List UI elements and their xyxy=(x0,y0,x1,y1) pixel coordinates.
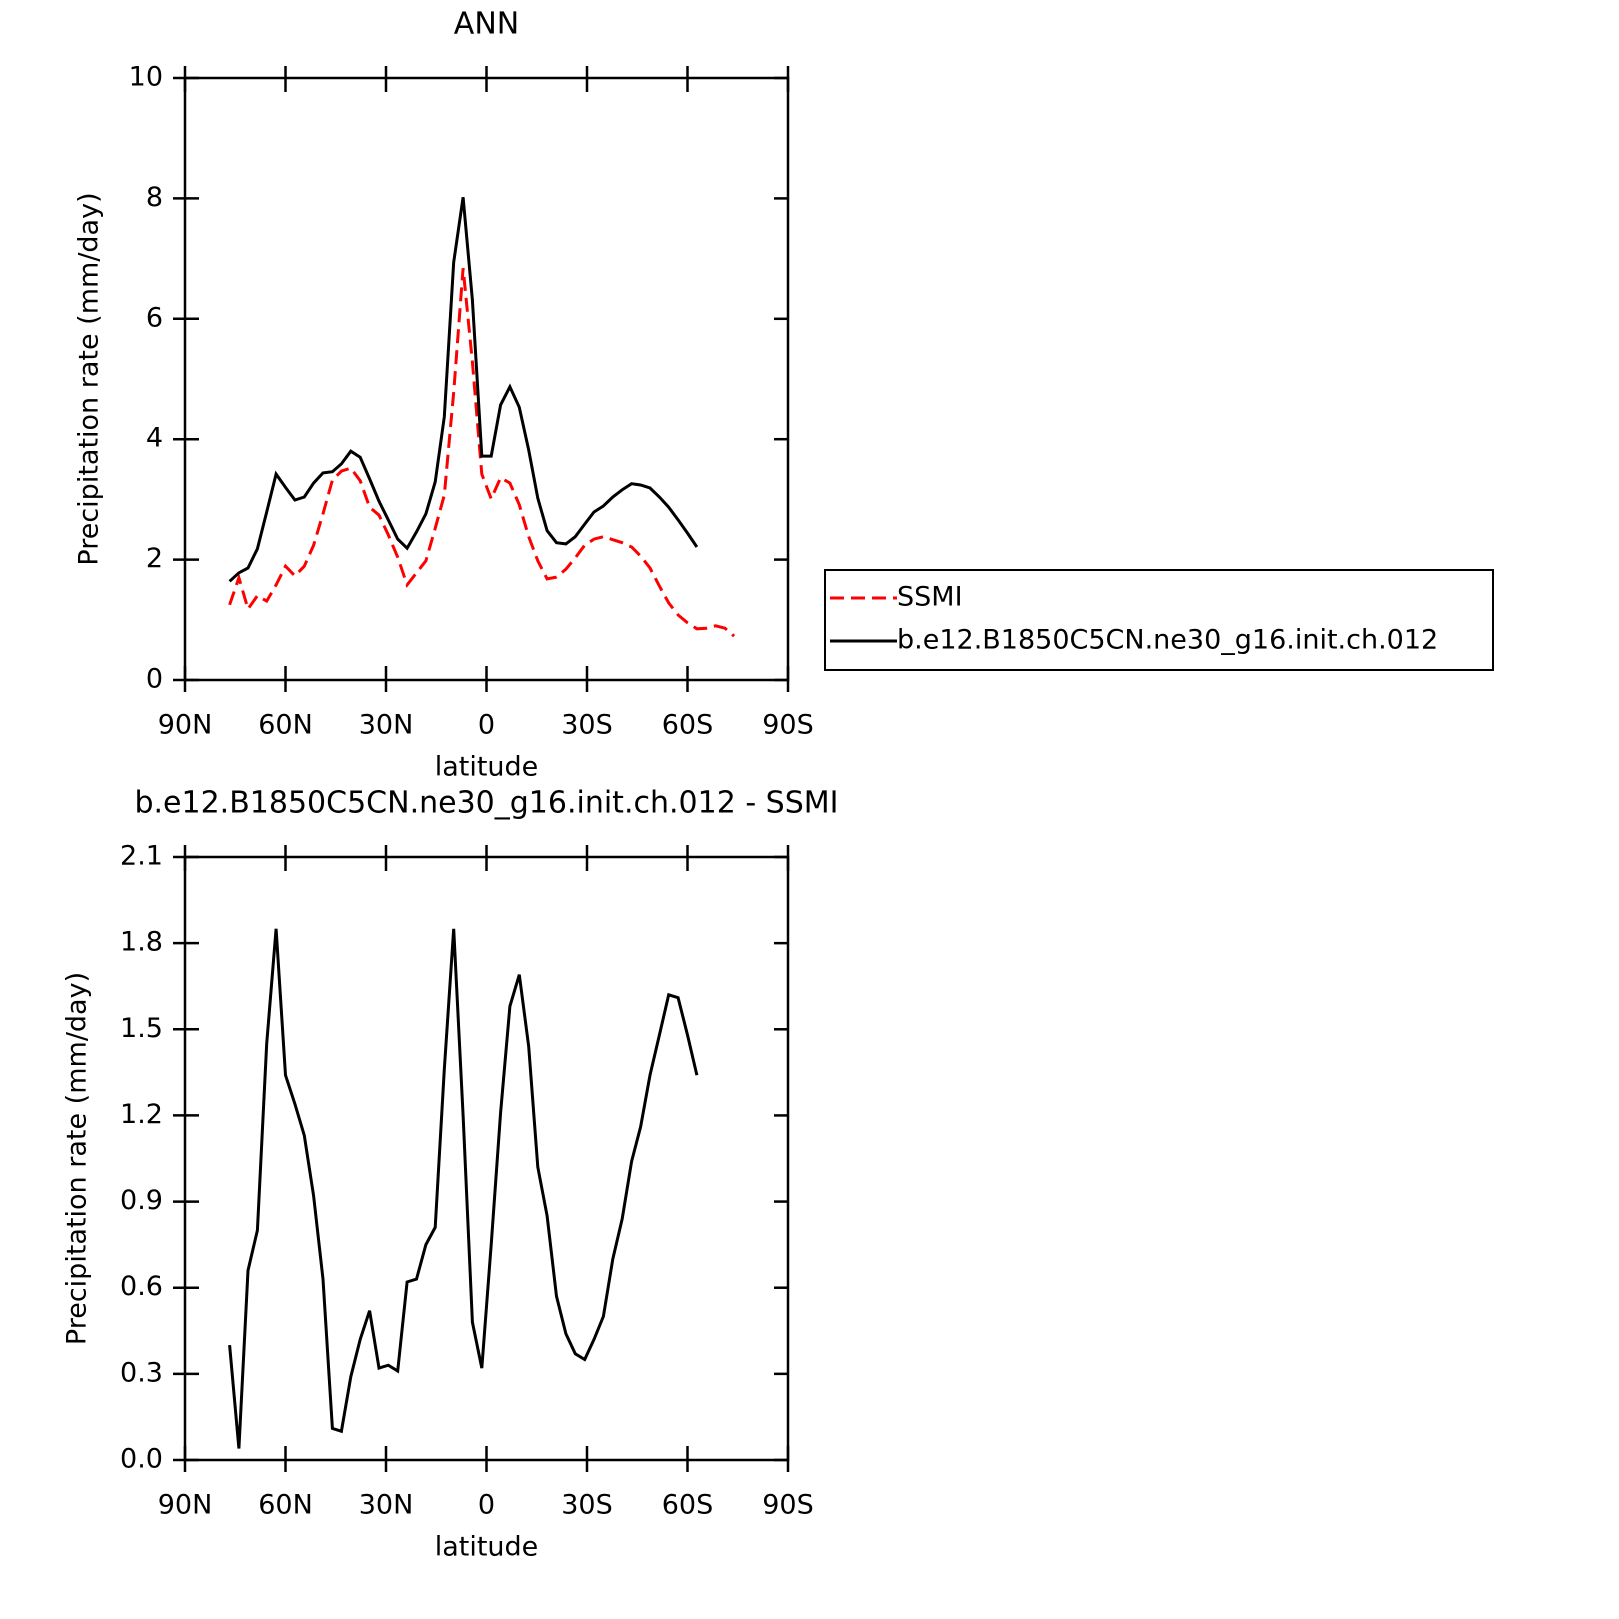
x-tick-label: 0 xyxy=(478,710,495,741)
y-tick-label: 0.3 xyxy=(120,1357,163,1388)
x-tick-label: 90N xyxy=(158,1490,213,1521)
y-tick-label: 0.6 xyxy=(120,1271,163,1302)
data-line xyxy=(228,268,736,638)
x-axis-label: latitude xyxy=(435,752,539,783)
y-tick-label: 2.1 xyxy=(120,841,163,872)
plot-frame xyxy=(183,76,790,682)
y-axis-label: Precipitation rate (mm/day) xyxy=(62,972,93,1345)
x-tick-label: 0 xyxy=(478,1490,495,1521)
legend-label: SSMI xyxy=(897,582,963,613)
chart-title: ANN xyxy=(454,7,519,42)
y-tick-label: 6 xyxy=(146,302,163,333)
y-tick-label: 8 xyxy=(146,182,163,213)
legend-label: b.e12.B1850C5CN.ne30_g16.init.ch.012 xyxy=(897,625,1438,656)
x-tick-label: 60S xyxy=(662,710,714,741)
y-tick-label: 1.8 xyxy=(120,927,163,958)
y-axis-label: Precipitation rate (mm/day) xyxy=(74,192,105,565)
x-tick-label: 60N xyxy=(258,1490,313,1521)
x-tick-label: 60S xyxy=(662,1490,714,1521)
y-tick-label: 1.2 xyxy=(120,1099,163,1130)
x-tick-label: 30S xyxy=(561,1490,613,1521)
x-tick-label: 60N xyxy=(258,710,313,741)
x-tick-label: 90N xyxy=(158,710,213,741)
chart-title: b.e12.B1850C5CN.ne30_g16.init.ch.012 - S… xyxy=(134,786,838,821)
x-tick-label: 30S xyxy=(561,710,613,741)
y-tick-label: 4 xyxy=(146,423,163,454)
x-tick-label: 30N xyxy=(359,1490,414,1521)
y-tick-label: 1.5 xyxy=(120,1013,163,1044)
y-tick-label: 0.9 xyxy=(120,1185,163,1216)
x-axis-label: latitude xyxy=(435,1532,539,1563)
y-tick-label: 10 xyxy=(129,62,163,93)
y-tick-label: 2 xyxy=(146,543,163,574)
data-line xyxy=(228,928,699,1449)
x-tick-label: 30N xyxy=(359,710,414,741)
x-tick-label: 90S xyxy=(762,710,814,741)
y-tick-label: 0 xyxy=(146,664,163,695)
data-line xyxy=(228,196,699,583)
y-tick-label: 0.0 xyxy=(120,1444,163,1475)
x-tick-label: 90S xyxy=(762,1490,814,1521)
legend-box xyxy=(824,569,1494,671)
